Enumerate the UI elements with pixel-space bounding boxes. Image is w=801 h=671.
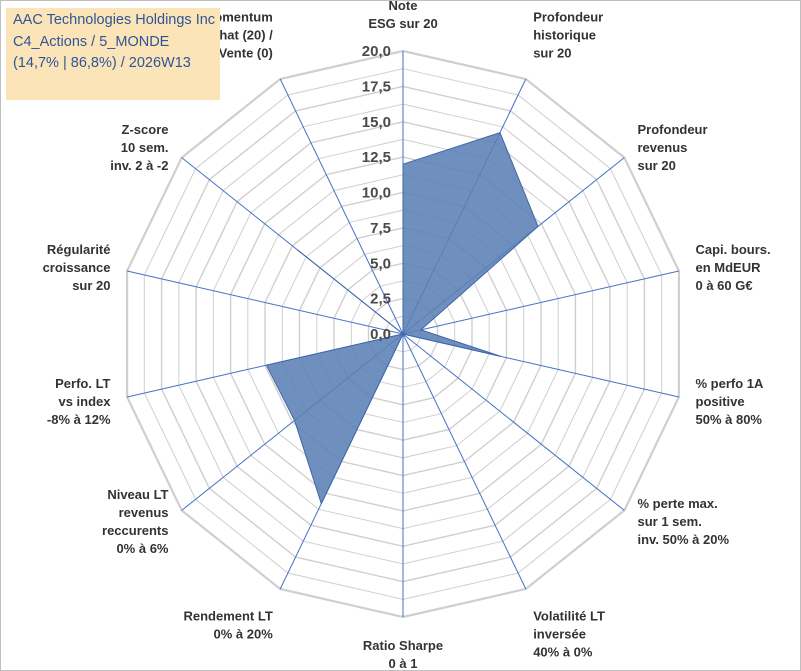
radar-axis-label-line: croissance bbox=[43, 260, 111, 275]
radar-axis-label-line: revenus bbox=[119, 505, 169, 520]
radar-axis-label: Note ESG sur 20 bbox=[368, 0, 437, 31]
radar-tick-label: 5,0 bbox=[370, 255, 391, 272]
radar-axis-label-line: Profondeur bbox=[638, 122, 708, 137]
radar-axis-label-line: ESG sur 20 bbox=[368, 16, 437, 31]
radar-tick-label: 7,5 bbox=[370, 220, 391, 237]
radar-axis-label: Capi. bours. en MdEUR 0 à 60 G€ bbox=[696, 242, 771, 293]
radar-axis-label-line: -8% à 12% bbox=[47, 412, 111, 427]
radar-axis-label-line: Momentum bbox=[203, 10, 272, 25]
radar-axis-label: Profondeur historique sur 20 bbox=[533, 10, 603, 61]
radar-spoke bbox=[279, 78, 404, 335]
radar-spoke bbox=[402, 333, 527, 590]
radar-tick-label: 10,0 bbox=[362, 185, 391, 202]
radar-spoke bbox=[126, 270, 404, 335]
title-company: AAC Technologies Holdings Inc bbox=[13, 12, 216, 28]
radar-axis-label-line: Profondeur bbox=[533, 10, 603, 25]
radar-axis-label-line: sur 20 bbox=[638, 158, 676, 173]
radar-axis-label-line: 40% à 0% bbox=[533, 644, 593, 659]
radar-axis-label: Rendement LT 0% à 20% bbox=[183, 608, 273, 641]
title-category: C4_Actions / 5_MONDE bbox=[13, 33, 170, 50]
radar-axis-label-line: Niveau LT bbox=[107, 487, 168, 502]
radar-axis-label: % perfo 1A positive 50% à 80% bbox=[696, 376, 765, 427]
radar-axis-label-line: inv. 2 à -2 bbox=[110, 158, 168, 173]
radar-axis-label-line: 50% à 80% bbox=[696, 412, 763, 427]
radar-axis-label-line: Z-score bbox=[122, 122, 169, 137]
radar-axis-label-line: historique bbox=[533, 28, 596, 43]
radar-axis-label-line: Rendement LT bbox=[183, 608, 272, 623]
radar-axis-label-line: 0% à 20% bbox=[214, 626, 274, 641]
radar-axis-label-line: positive bbox=[696, 394, 745, 409]
radar-axis-label: Volatilité LT inversée 40% à 0% bbox=[533, 608, 605, 659]
radar-axis-label-line: 0 à 1 bbox=[389, 656, 418, 671]
title-box: AAC Technologies Holdings Inc C4_Actions… bbox=[6, 8, 220, 100]
radar-axis-label-line: 10 sem. bbox=[121, 140, 169, 155]
radar-axis-labels: Note ESG sur 20 Profondeur historique sur 20… bbox=[43, 0, 771, 671]
radar-axis-label: Profondeur revenus sur 20 bbox=[638, 122, 708, 173]
radar-tick-label: 15,0 bbox=[362, 114, 391, 131]
radar-tick-label: 17,5 bbox=[362, 78, 391, 95]
radar-axis-label-line: % perfo 1A bbox=[696, 376, 765, 391]
radar-axis-label: Ratio Sharpe 0 à 1 bbox=[363, 638, 443, 671]
radar-axis-label-line: sur 20 bbox=[533, 46, 571, 61]
radar-axis-label-line: Vente (0) bbox=[219, 46, 273, 61]
radar-axis-label: Z-score 10 sem. inv. 2 à -2 bbox=[110, 122, 168, 173]
radar-axis-label: % perte max. sur 1 sem. inv. 50% à 20% bbox=[638, 496, 730, 547]
radar-axis-label: Perfo. LT vs index -8% à 12% bbox=[47, 376, 111, 427]
radar-series-area bbox=[265, 131, 539, 505]
radar-axis-label-line: inv. 50% à 20% bbox=[638, 532, 730, 547]
radar-axis-label-line: 0% à 6% bbox=[116, 541, 168, 556]
radar-axis-label-line: Régularité bbox=[47, 242, 111, 257]
radar-axis-label-line: % perte max. bbox=[638, 496, 718, 511]
radar-axis-label-line: inversée bbox=[533, 626, 586, 641]
radar-axis-label-line: en MdEUR bbox=[696, 260, 762, 275]
radar-axis-label-line: Achat (20) / bbox=[203, 28, 273, 43]
radar-tick-label: 0,0 bbox=[370, 326, 391, 343]
radar-axis-label: Niveau LT revenus reccurents 0% à 6% bbox=[102, 487, 169, 556]
radar-axis-label-line: Ratio Sharpe bbox=[363, 638, 443, 653]
title-period: (14,7% | 86,8%) / 2026W13 bbox=[13, 55, 191, 71]
radar-axis-label: Momentum Achat (20) / Vente (0) bbox=[203, 10, 273, 61]
radar-axis-label-line: Note bbox=[389, 0, 418, 13]
radar-axis-label-line: sur 1 sem. bbox=[638, 514, 702, 529]
radar-tick-label: 12,5 bbox=[362, 149, 391, 166]
radar-tick-labels: 0,0 2,5 5,0 7,5 10,0 12,5 15,0 17,5 20,0 bbox=[362, 43, 391, 343]
radar-axis-label-line: 0 à 60 G€ bbox=[696, 278, 753, 293]
radar-spoke bbox=[402, 270, 680, 335]
radar-axis-label-line: vs index bbox=[58, 394, 111, 409]
radar-axis-label-line: sur 20 bbox=[72, 278, 110, 293]
radar-axis-label-line: reccurents bbox=[102, 523, 168, 538]
radar-axis-label: Régularité croissance sur 20 bbox=[43, 242, 111, 293]
radar-axis-label-line: Volatilité LT bbox=[533, 608, 605, 623]
radar-axis-label-line: Capi. bours. bbox=[696, 242, 771, 257]
radar-axis-label-line: Perfo. LT bbox=[55, 376, 110, 391]
radar-tick-label: 20,0 bbox=[362, 43, 391, 60]
radar-spoke bbox=[402, 333, 625, 511]
radar-axis-label-line: revenus bbox=[638, 140, 688, 155]
radar-tick-label: 2,5 bbox=[370, 291, 391, 308]
